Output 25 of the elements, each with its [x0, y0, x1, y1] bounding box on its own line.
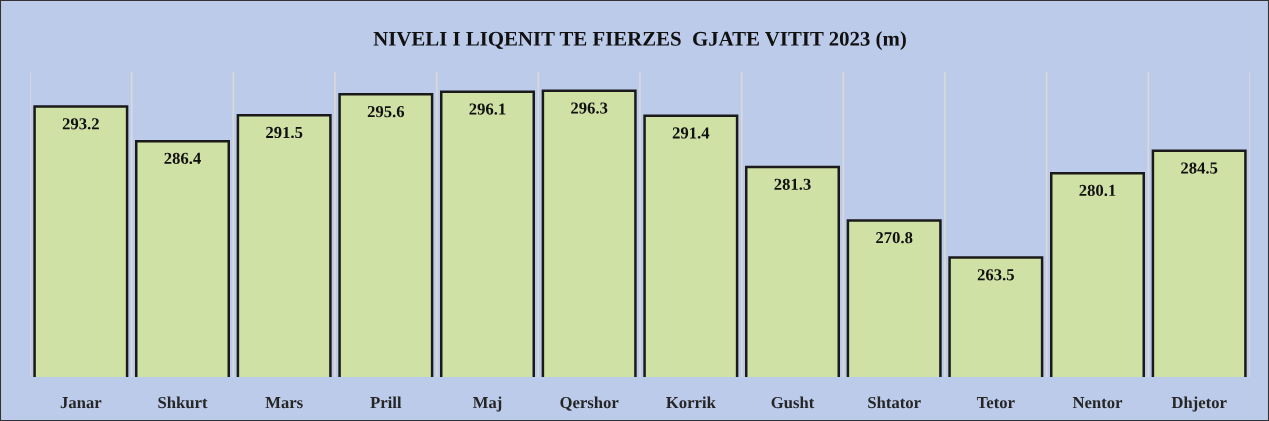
data-label: 291.4	[672, 127, 710, 139]
data-label: 296.3	[571, 102, 608, 114]
x-tick-label: Nentor	[1072, 397, 1123, 409]
x-tick-label: Shkurt	[158, 396, 208, 409]
data-label: 263.5	[977, 269, 1014, 281]
data-label: 295.6	[367, 106, 405, 118]
x-tick-label: Maj	[472, 396, 502, 412]
x-tick-label: Shtator	[868, 396, 921, 409]
x-tick-label: Qershor	[560, 396, 619, 411]
x-tick-label: Dhjetor	[1171, 396, 1227, 412]
chart-title: NIVELI I LIQENIT TE FIERZES GJATE VITIT 2023 (m)	[373, 31, 906, 51]
x-tick-label: Tetor	[976, 397, 1015, 409]
data-label: 280.1	[1079, 184, 1116, 197]
x-tick-label: Prill	[370, 396, 402, 409]
x-tick-label: Janar	[60, 397, 102, 409]
data-label: 284.5	[1181, 162, 1218, 174]
x-tick-label: Korrik	[666, 396, 716, 409]
data-label: 293.2	[62, 118, 99, 130]
data-label: 286.4	[164, 152, 201, 165]
data-label: 270.8	[876, 232, 913, 244]
x-tick-label: Gusht	[771, 396, 815, 409]
data-label: 291.5	[266, 126, 303, 139]
data-label: 281.3	[774, 178, 811, 190]
data-label: 296.1	[469, 103, 506, 115]
x-tick-label: Mars	[265, 397, 303, 409]
